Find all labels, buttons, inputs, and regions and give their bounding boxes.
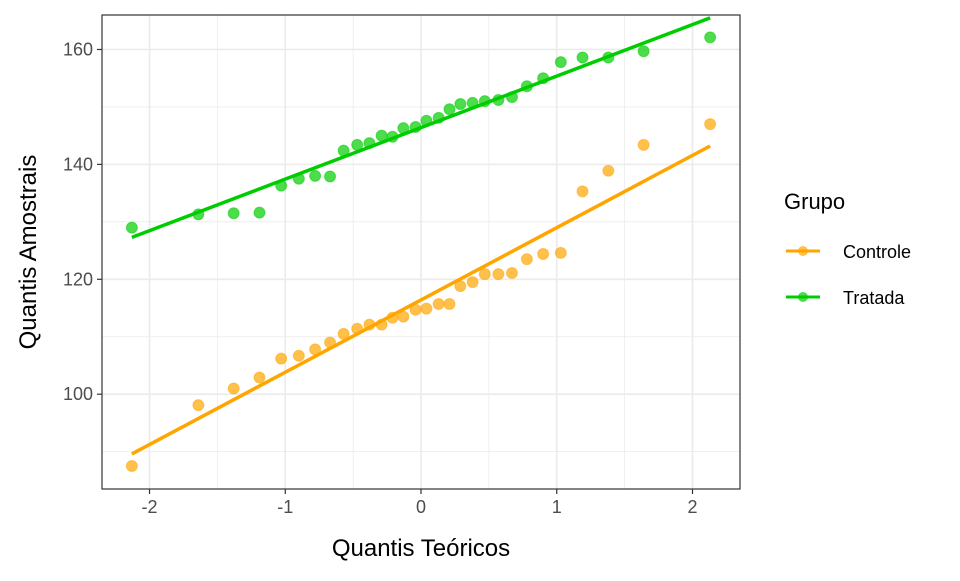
point-tratada: [351, 138, 364, 151]
point-controle: [292, 349, 305, 362]
point-tratada: [275, 179, 288, 192]
point-controle: [324, 336, 337, 349]
point-controle: [492, 268, 505, 281]
point-controle: [637, 138, 650, 151]
legend-key-tratada: [798, 292, 808, 302]
point-tratada: [420, 114, 433, 127]
point-controle: [386, 311, 399, 324]
point-controle: [375, 318, 388, 331]
point-tratada: [409, 121, 422, 134]
point-controle: [409, 303, 422, 316]
point-controle: [576, 185, 589, 198]
point-tratada: [454, 98, 467, 111]
legend-item-tratada: Tratada: [786, 288, 905, 308]
point-tratada: [637, 45, 650, 58]
point-controle: [420, 302, 433, 315]
point-tratada: [192, 208, 205, 221]
point-tratada: [576, 51, 589, 64]
point-controle: [466, 276, 479, 289]
x-tick-label: 0: [416, 497, 426, 517]
point-controle: [432, 297, 445, 310]
point-tratada: [520, 80, 533, 93]
point-controle: [351, 322, 364, 335]
point-controle: [520, 253, 533, 266]
legend-item-controle: Controle: [786, 242, 911, 262]
y-tick-label: 160: [63, 39, 93, 59]
point-controle: [125, 460, 138, 473]
point-controle: [363, 318, 376, 331]
point-tratada: [443, 103, 456, 116]
legend: Grupo Controle Tratada: [784, 189, 911, 308]
point-tratada: [337, 144, 350, 157]
point-tratada: [466, 96, 479, 109]
point-tratada: [492, 94, 505, 107]
y-axis: 100 120 140 160: [63, 39, 102, 404]
point-tratada: [602, 51, 615, 64]
point-controle: [309, 343, 322, 356]
grid: [102, 15, 740, 489]
legend-title: Grupo: [784, 189, 845, 214]
x-axis: -2 -1 0 1 2: [142, 489, 697, 517]
point-controle: [443, 297, 456, 310]
y-tick-label: 100: [63, 384, 93, 404]
point-tratada: [324, 170, 337, 183]
legend-key-controle: [798, 246, 808, 256]
point-tratada: [125, 221, 138, 234]
points: [125, 31, 717, 473]
point-tratada: [554, 56, 567, 69]
point-controle: [454, 280, 467, 293]
point-controle: [192, 399, 205, 412]
point-tratada: [386, 130, 399, 143]
point-tratada: [397, 122, 410, 135]
point-tratada: [704, 31, 717, 44]
point-tratada: [227, 207, 240, 220]
point-tratada: [478, 95, 491, 108]
point-controle: [397, 310, 410, 323]
point-controle: [704, 118, 717, 131]
point-tratada: [292, 172, 305, 185]
point-controle: [275, 352, 288, 365]
legend-label-controle: Controle: [843, 242, 911, 262]
point-controle: [337, 327, 350, 340]
point-tratada: [375, 129, 388, 142]
point-controle: [227, 382, 240, 395]
y-tick-label: 140: [63, 154, 93, 174]
point-tratada: [309, 169, 322, 182]
y-tick-label: 120: [63, 269, 93, 289]
point-controle: [478, 268, 491, 281]
fit-line-controle: [131, 144, 711, 456]
legend-label-tratada: Tratada: [843, 288, 905, 308]
point-tratada: [505, 91, 518, 104]
point-tratada: [432, 111, 445, 124]
point-tratada: [363, 137, 376, 150]
x-tick-label: -2: [142, 497, 158, 517]
y-axis-label: Quantis Amostrais: [15, 155, 42, 350]
point-controle: [253, 371, 266, 384]
x-tick-label: 2: [687, 497, 697, 517]
point-tratada: [253, 206, 266, 219]
point-controle: [554, 246, 567, 259]
x-axis-label: Quantis Teóricos: [332, 535, 510, 562]
point-tratada: [537, 72, 550, 85]
x-tick-label: -1: [277, 497, 293, 517]
point-controle: [537, 248, 550, 261]
x-tick-label: 1: [552, 497, 562, 517]
point-controle: [505, 266, 518, 279]
point-controle: [602, 164, 615, 177]
